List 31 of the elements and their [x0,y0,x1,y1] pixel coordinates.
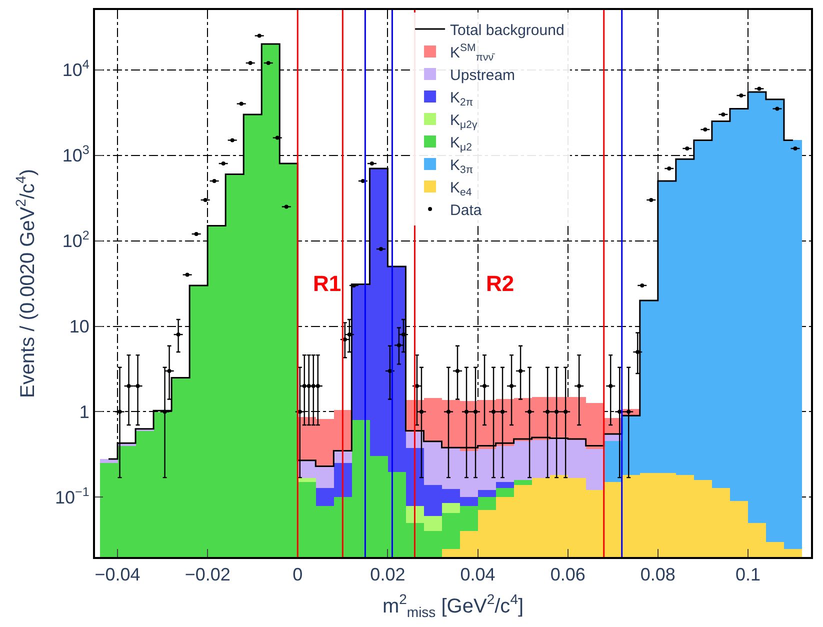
bar [442,503,460,513]
legend-label: K$_{μ2}$ [450,134,472,154]
x-axis-title: m$^{2}$$_{miss}$ [GeV$^{2}$/c$^{4}$] [382,591,524,620]
y-tick-label: 10 [69,316,90,337]
bar [496,482,514,488]
x-tick-label: 0.06 [550,564,586,585]
x-tick-label: 0.1 [735,564,760,585]
y-tick-label: 10$^{3}$ [62,143,90,166]
y-tick-label: 10$^{2}$ [62,228,90,252]
bar [514,480,532,485]
legend-label: K$_{μ2γ}$ [450,112,478,131]
legend-label: Total background [450,22,564,39]
y-tick-label: 1 [79,402,90,422]
legend-label: Data [450,202,482,219]
bar [478,490,496,497]
x-tick-label: −0.04 [94,564,140,585]
legend-label: K$_{3π}$ [450,156,474,176]
x-tick-label: 0.02 [370,564,406,585]
x-tick-label: 0.04 [460,564,496,585]
legend-label: Upstream [450,66,516,84]
y-tick-label: 10$^{−1}$ [55,484,90,508]
x-tick-label: 0 [292,564,303,585]
x-tick-label: −0.02 [184,564,230,585]
legend-label: K$_{e4}$ [450,179,472,198]
annotation: R1 [313,271,342,296]
annotation: R2 [486,271,514,296]
y-tick-label: 10$^{4}$ [62,58,90,80]
legend-label: K$_{2π}$ [450,89,474,108]
bar [496,488,514,497]
x-tick-label: 0.08 [640,564,676,585]
bar [298,478,316,482]
